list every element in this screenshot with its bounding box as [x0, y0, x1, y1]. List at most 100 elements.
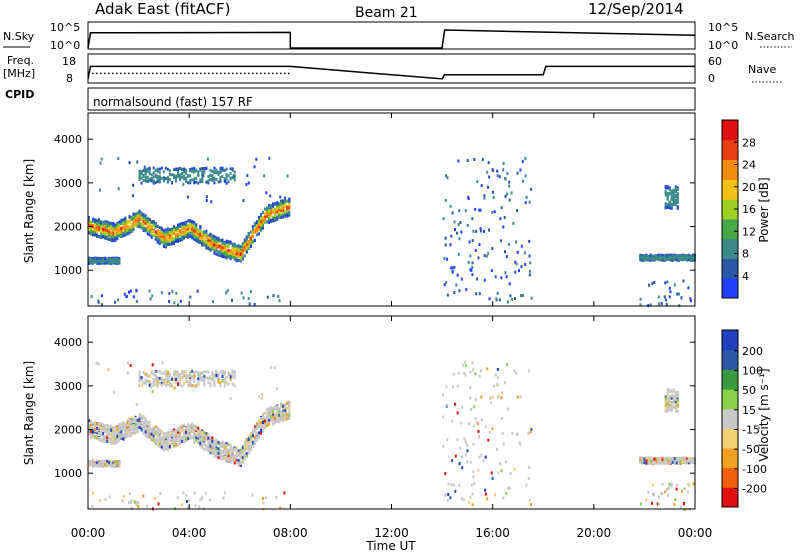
power-cell: [670, 190, 673, 194]
power-cell: [185, 229, 188, 233]
velocity-cell: [116, 462, 119, 466]
power-cell: [245, 182, 248, 186]
velocity-cell: [179, 434, 182, 438]
power-cell: [187, 234, 190, 238]
velocity-cell: [177, 436, 179, 440]
power-cell: [138, 171, 141, 175]
power-cell: [286, 206, 289, 209]
power-cell: [144, 221, 147, 225]
power-cell: [528, 254, 531, 258]
power-cell: [471, 261, 474, 265]
velocity-cell: [187, 423, 190, 427]
power-cell: [209, 239, 212, 243]
power-cell: [154, 168, 157, 172]
power-cell: [674, 187, 677, 191]
power-cell: [150, 225, 153, 229]
power-cell: [106, 223, 109, 227]
power-cell: [112, 225, 115, 229]
power-cell: [677, 254, 680, 258]
power-cell: [450, 234, 453, 238]
velocity-cell: [207, 381, 210, 384]
velocity-cell: [154, 383, 157, 387]
power-cell: [676, 196, 679, 200]
velocity-cell: [211, 436, 214, 440]
velocity-cell: [209, 440, 212, 444]
power-cell: [104, 256, 107, 260]
velocity-cell: [132, 427, 135, 431]
velocity-cell: [270, 417, 273, 421]
power-cell: [189, 169, 192, 173]
velocity-cell: [156, 380, 159, 384]
power-cell: [199, 237, 202, 241]
power-cell: [669, 256, 672, 260]
velocity-cell: [173, 428, 175, 432]
power-cell: [179, 224, 182, 228]
power-cell: [235, 249, 238, 253]
velocity-cell: [96, 461, 99, 465]
power-cell: [201, 177, 204, 181]
velocity-cell: [114, 437, 117, 441]
velocity-cell: [144, 434, 147, 437]
velocity-cell: [199, 371, 202, 375]
power-cell: [183, 232, 186, 236]
power-cell: [134, 214, 137, 218]
velocity-cell: [94, 463, 97, 466]
velocity-cell: [231, 382, 234, 386]
power-cell: [677, 258, 680, 261]
velocity-cell: [276, 407, 279, 411]
velocity-cell: [657, 460, 660, 463]
power-cell: [154, 173, 157, 177]
velocity-cell: [122, 434, 125, 438]
power-cell: [110, 221, 113, 225]
velocity-cell: [274, 420, 277, 424]
power-cell: [171, 242, 173, 246]
power-cell: [665, 256, 668, 260]
power-cell: [224, 179, 227, 183]
power-cell: [233, 257, 236, 261]
power-cell: [142, 222, 145, 226]
velocity-cell: [90, 430, 92, 434]
power-cell: [179, 173, 182, 177]
power-cell: [223, 168, 226, 172]
power-cell: [451, 211, 454, 215]
velocity-cell: [154, 431, 157, 435]
power-cell: [156, 224, 159, 228]
velocity-cell: [164, 383, 167, 387]
velocity-cell: [197, 383, 200, 387]
power-cell: [507, 242, 510, 246]
velocity-cell: [94, 428, 97, 431]
power-cell: [223, 244, 226, 248]
power-cell: [175, 177, 177, 180]
power-cell: [148, 218, 151, 221]
power-cell: [207, 181, 210, 185]
velocity-cell: [164, 447, 167, 451]
velocity-cell: [197, 431, 200, 435]
power-cell: [657, 255, 660, 259]
power-cell: [98, 188, 101, 192]
velocity-cell: [679, 460, 682, 464]
velocity-cell: [237, 461, 240, 465]
velocity-cell: [116, 426, 119, 430]
power-cell: [183, 227, 186, 231]
velocity-cell: [280, 403, 283, 407]
power-cell: [150, 227, 153, 231]
velocity-cell: [253, 435, 256, 439]
velocity-cell: [229, 455, 232, 459]
velocity-cell: [243, 446, 246, 450]
velocity-cell: [203, 375, 206, 379]
power-cell: [483, 229, 485, 233]
power-cell: [166, 238, 169, 242]
power-cell: [249, 245, 252, 248]
velocity-cell: [183, 431, 186, 435]
power-cell: [158, 179, 161, 183]
velocity-cell: [189, 376, 192, 380]
power-cell: [477, 256, 480, 260]
velocity-cell: [88, 423, 90, 427]
power-cell: [459, 221, 462, 224]
velocity-cell: [655, 461, 658, 465]
velocity-cell: [258, 434, 260, 438]
velocity-cell: [134, 428, 137, 432]
power-cell: [649, 303, 652, 307]
power-cell: [183, 177, 186, 181]
